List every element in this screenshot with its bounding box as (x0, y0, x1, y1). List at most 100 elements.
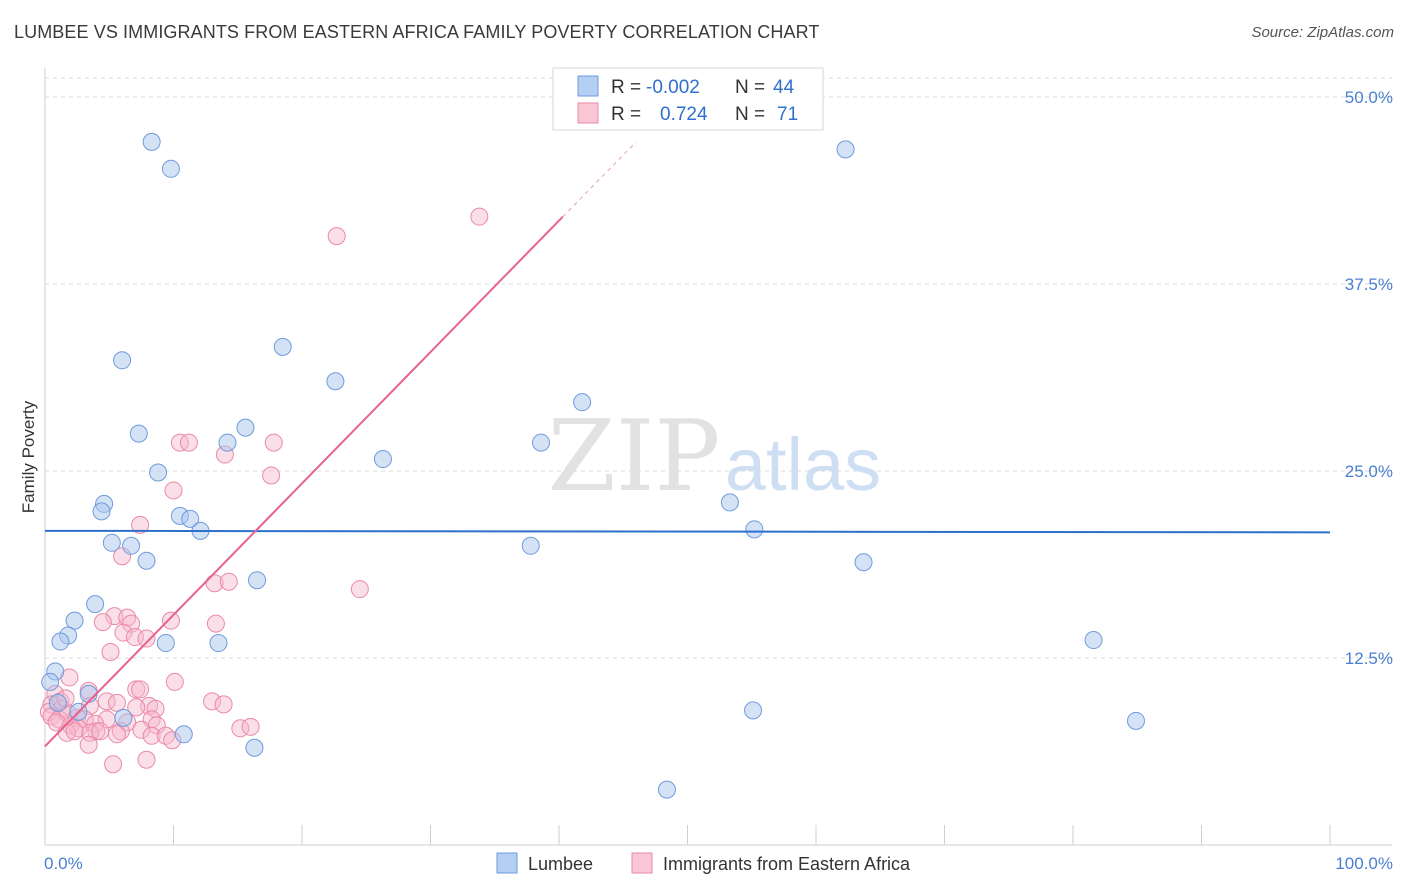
eaf-point (104, 755, 123, 774)
legend-box: R = -0.002 N = 44 R = 0.724 N = 71 (552, 67, 824, 131)
lumbee-trend-line (44, 529, 1331, 534)
axis-layer: 12.5% 25.0% 37.5% 50.0% 0.0% 100.0% (44, 68, 1393, 873)
lumbee-point (65, 611, 84, 630)
bottom-legend-swatch-eaf (631, 852, 653, 874)
lumbee-point (854, 553, 873, 572)
legend-swatch-eaf (577, 102, 599, 124)
eaf-point (165, 672, 184, 691)
lumbee-point (86, 595, 105, 614)
chart-source: Source: ZipAtlas.com (1251, 24, 1394, 41)
legend-r-value-eaf: 0.724 (660, 104, 708, 125)
legend-n-value-eaf: 71 (777, 104, 798, 125)
lumbee-point (273, 337, 292, 356)
eaf-point (125, 628, 144, 647)
bottom-legend-eaf: Immigrants from Eastern Africa (663, 854, 911, 874)
eaf-point (87, 722, 106, 741)
eaf-point (156, 726, 175, 745)
eaf-point (131, 680, 150, 699)
eaf-point (131, 515, 150, 534)
legend-swatch-lumbee (577, 75, 599, 97)
lumbee-point (122, 536, 141, 555)
grid-layer (45, 77, 1392, 659)
eaf-point (127, 680, 146, 699)
lumbee-point (92, 502, 111, 521)
eaf-points (39, 207, 489, 774)
lumbee-point (209, 634, 228, 653)
eaf-point (241, 717, 260, 736)
lumbee-point (521, 536, 540, 555)
eaf-point (101, 643, 120, 662)
eaf-point (132, 720, 151, 739)
legend-r-value-lumbee: -0.002 (646, 77, 700, 98)
legend-r-label-2: R = (611, 104, 641, 125)
lumbee-point (149, 463, 168, 482)
lumbee-point (373, 450, 392, 469)
eaf-point (206, 614, 225, 633)
lumbee-point (102, 533, 121, 552)
y-axis-title: Family Poverty (19, 400, 38, 513)
legend-r-label-1: R = (611, 77, 641, 98)
legend-n-value-lumbee: 44 (773, 77, 795, 98)
watermark-zip: ZIP (548, 400, 721, 514)
x-tick-label-max: 100.0% (1335, 854, 1393, 873)
eaf-point (264, 433, 283, 452)
bottom-legend-lumbee: Lumbee (528, 854, 593, 874)
eaf-point (105, 607, 124, 626)
bottom-legend-swatch-lumbee (496, 852, 518, 874)
y-tick-label: 12.5% (1345, 649, 1393, 668)
lumbee-point (1126, 711, 1145, 730)
lumbee-point (142, 132, 161, 151)
eaf-point (350, 580, 369, 599)
eaf-point (142, 726, 161, 745)
eaf-point (93, 613, 112, 632)
lumbee-point (532, 433, 551, 452)
lumbee-point (48, 693, 67, 712)
eaf-point (470, 207, 489, 226)
y-tick-label: 25.0% (1345, 462, 1393, 481)
lumbee-point (41, 672, 60, 691)
x-tick-label-min: 0.0% (44, 854, 83, 873)
eaf-point (179, 433, 198, 452)
legend-n-label-1: N = (735, 77, 765, 98)
eaf-point (107, 693, 126, 712)
eaf-point (327, 227, 346, 246)
trend-layer (44, 141, 1331, 747)
lumbee-point (326, 372, 345, 391)
eaf-point (137, 750, 156, 769)
eaf-point (65, 722, 84, 741)
eaf-point (203, 692, 222, 711)
eaf-point (107, 725, 126, 744)
lumbee-point (156, 634, 175, 653)
eaf-point (79, 735, 98, 754)
y-tick-label: 37.5% (1345, 275, 1393, 294)
chart-title: LUMBEE VS IMMIGRANTS FROM EASTERN AFRICA… (14, 22, 820, 42)
lumbee-point (1084, 631, 1103, 650)
lumbee-points (41, 132, 1145, 799)
legend-n-label-2: N = (735, 104, 765, 125)
lumbee-point (161, 159, 180, 178)
lumbee-point (573, 393, 592, 412)
eaf-point (137, 629, 156, 648)
lumbee-point (113, 351, 132, 370)
eaf-trend-line (44, 215, 564, 747)
lumbee-point (248, 571, 267, 590)
eaf-point (262, 466, 281, 485)
watermark-atlas: atlas (725, 423, 881, 506)
lumbee-point (236, 418, 255, 437)
eaf-trend-extension (562, 141, 637, 218)
watermark: ZIP atlas (548, 400, 882, 514)
lumbee-point (79, 684, 98, 703)
eaf-point (127, 698, 146, 717)
lumbee-point (218, 433, 237, 452)
lumbee-point (174, 725, 193, 744)
lumbee-point (836, 140, 855, 159)
bottom-legend: Lumbee Immigrants from Eastern Africa (496, 852, 911, 874)
lumbee-point (657, 780, 676, 799)
eaf-point (91, 722, 110, 741)
eaf-point (161, 611, 180, 630)
lumbee-point (181, 509, 200, 528)
eaf-point (219, 572, 238, 591)
eaf-point (122, 614, 141, 633)
lumbee-point (114, 708, 133, 727)
